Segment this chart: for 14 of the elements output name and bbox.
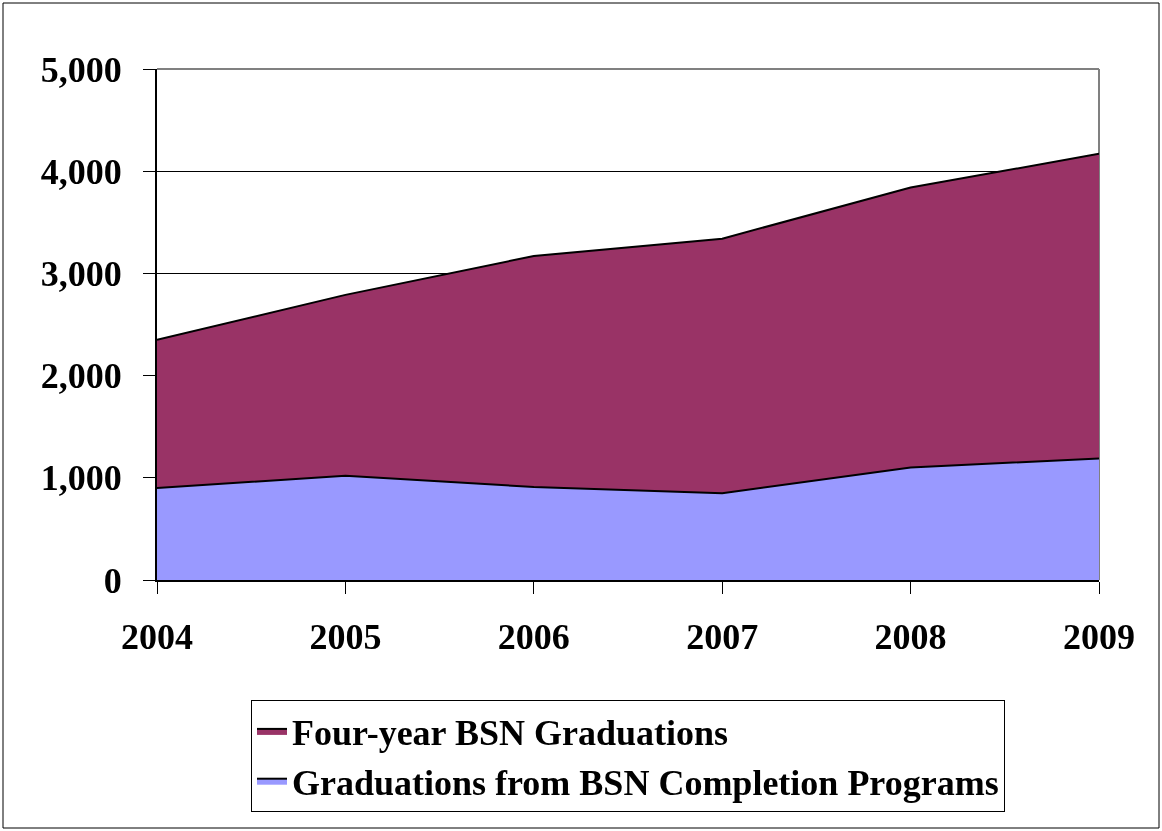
- y-tick-label: 4,000: [40, 151, 122, 192]
- y-tick-label: 0: [103, 560, 122, 601]
- y-tick-label: 5,000: [40, 49, 122, 90]
- x-tick-label: 2004: [121, 617, 193, 658]
- legend-label: Graduations from BSN Completion Programs: [292, 762, 999, 803]
- y-tick-label: 3,000: [40, 254, 122, 294]
- y-tick-label: 2,000: [40, 356, 122, 397]
- x-tick-label: 2006: [497, 617, 570, 658]
- y-tick-label: 1,000: [40, 458, 122, 499]
- x-tick-label: 2005: [309, 617, 382, 658]
- x-tick-label: 2007: [686, 617, 759, 658]
- x-tick-label: 2008: [874, 617, 947, 658]
- x-tick-label: 2009: [1063, 617, 1135, 658]
- legend-label: Four-year BSN Graduations: [292, 712, 729, 753]
